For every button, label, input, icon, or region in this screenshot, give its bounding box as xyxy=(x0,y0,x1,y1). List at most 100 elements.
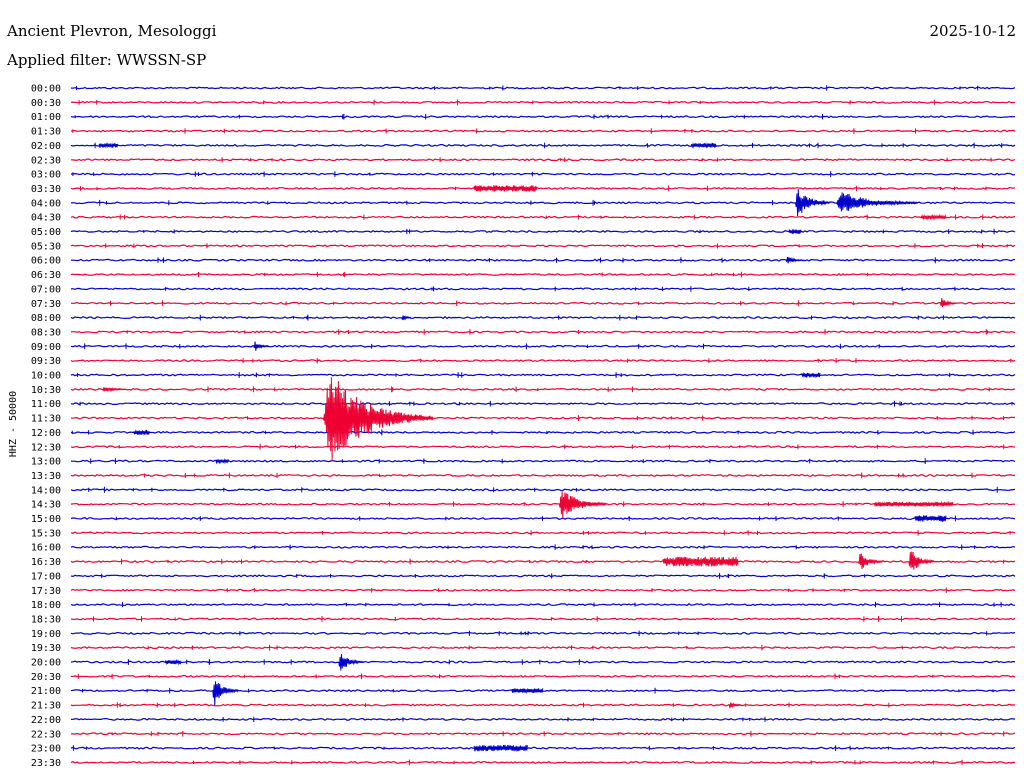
time-tick-label: 05:30 xyxy=(31,241,61,252)
trace-line-0700 xyxy=(70,287,1016,291)
time-tick-label: 17:30 xyxy=(31,586,61,597)
time-tick-label: 17:00 xyxy=(31,571,61,582)
trace-line-0000 xyxy=(70,86,1016,90)
time-tick-label: 01:00 xyxy=(31,112,61,123)
time-tick-label: 11:00 xyxy=(31,399,61,410)
trace-spike xyxy=(254,544,976,550)
trace-spike xyxy=(88,486,998,493)
trace-line-1030 xyxy=(70,387,1016,391)
time-tick-label: 22:30 xyxy=(31,729,61,740)
trace-line-0800 xyxy=(70,316,1016,320)
time-tick-label: 15:00 xyxy=(31,514,61,525)
trace-line-0900 xyxy=(70,344,1016,348)
trace-spike xyxy=(105,243,1008,249)
time-tick-label: 23:00 xyxy=(31,744,61,755)
trace-line-0500 xyxy=(70,229,1016,234)
time-tick-label: 05:00 xyxy=(31,227,61,238)
trace-line-2300 xyxy=(70,746,1016,750)
trace-spike xyxy=(242,357,1012,364)
trace-line-1000 xyxy=(70,373,1016,377)
time-tick-label: 09:00 xyxy=(31,342,61,353)
time-tick-label: 23:30 xyxy=(31,758,61,769)
time-tick-label: 07:00 xyxy=(31,284,61,295)
trace-spike xyxy=(143,472,973,479)
trace-line-1100 xyxy=(70,402,1016,406)
earthquake-event xyxy=(401,315,412,321)
time-tick-label: 14:00 xyxy=(31,485,61,496)
time-tick-label: 20:00 xyxy=(31,658,61,669)
trace-line-1400 xyxy=(70,488,1016,492)
time-tick-label: 10:00 xyxy=(31,371,61,382)
time-tick-label: 08:30 xyxy=(31,327,61,338)
trace-spike xyxy=(127,659,580,665)
trace-spike xyxy=(119,214,984,220)
trace-spike xyxy=(207,386,990,393)
noise-burst xyxy=(801,371,821,379)
time-tick-label: 19:00 xyxy=(31,629,61,640)
noise-burst xyxy=(473,744,528,752)
trace-line-0130 xyxy=(70,129,1016,133)
earthquake-event xyxy=(212,681,239,706)
noise-burst xyxy=(788,229,802,234)
trace-line-2130 xyxy=(70,703,1016,707)
trace-line-0330 xyxy=(70,186,1016,190)
time-tick-label: 00:00 xyxy=(31,84,61,95)
time-tick-label: 01:30 xyxy=(31,127,61,138)
earthquake-event xyxy=(338,653,365,671)
earthquake-event xyxy=(939,298,957,308)
trace-spike xyxy=(321,530,1011,536)
filter-label: Applied filter: WWSSN-SP xyxy=(7,51,207,69)
trace-spike xyxy=(115,515,956,522)
trace-line-1330 xyxy=(70,473,1015,477)
time-tick-label: 11:30 xyxy=(31,414,61,425)
trace-spike xyxy=(226,587,947,593)
trace-line-1600 xyxy=(70,545,1016,549)
trace-line-1830 xyxy=(70,617,1016,621)
trace-spike xyxy=(78,99,935,106)
noise-burst xyxy=(165,659,182,666)
trace-spike xyxy=(72,171,832,178)
earthquake-event xyxy=(558,491,607,519)
trace-line-1430 xyxy=(70,502,1015,506)
noise-burst xyxy=(914,515,947,522)
trace-spike xyxy=(77,372,951,378)
noise-burst xyxy=(215,458,229,465)
trace-line-1900 xyxy=(70,631,1016,635)
trace-line-0600 xyxy=(71,258,1016,262)
trace-spike xyxy=(93,616,902,622)
trace-spike xyxy=(77,673,934,680)
trace-spike xyxy=(111,730,1005,737)
earthquake-event xyxy=(795,189,831,217)
trace-line-1800 xyxy=(70,603,1015,607)
trace-line-0530 xyxy=(70,244,1016,248)
trace-line-0430 xyxy=(70,215,1016,219)
time-tick-label: 14:30 xyxy=(31,500,61,511)
trace-line-2030 xyxy=(70,674,1016,678)
trace-spike xyxy=(80,185,987,192)
earthquake-event xyxy=(836,192,919,212)
time-tick-label: 18:00 xyxy=(31,600,61,611)
noise-burst xyxy=(662,556,739,567)
trace-line-1200 xyxy=(70,430,1016,434)
noise-burst xyxy=(691,142,717,149)
trace-line-0830 xyxy=(70,330,1016,334)
earthquake-event xyxy=(858,553,884,569)
trace-spike xyxy=(199,314,944,321)
channel-label: HHZ - 50000 xyxy=(8,391,19,457)
time-tick-label: 03:00 xyxy=(31,170,61,181)
time-tick-label: 10:30 xyxy=(31,385,61,396)
time-tick-label: 12:00 xyxy=(31,428,61,439)
time-tick-label: 21:00 xyxy=(31,686,61,697)
time-tick-label: 02:30 xyxy=(31,155,61,166)
trace-line-1530 xyxy=(70,531,1016,535)
time-tick-label: 09:30 xyxy=(31,356,61,367)
earthquake-event xyxy=(322,377,434,461)
time-tick-label: 13:00 xyxy=(31,457,61,468)
trace-line-1700 xyxy=(70,574,1016,578)
time-tick-label: 08:00 xyxy=(31,313,61,324)
time-tick-label: 19:30 xyxy=(31,643,61,654)
trace-line-2000 xyxy=(70,660,1016,664)
trace-line-2330 xyxy=(70,760,1016,764)
earthquake-event xyxy=(908,551,934,570)
